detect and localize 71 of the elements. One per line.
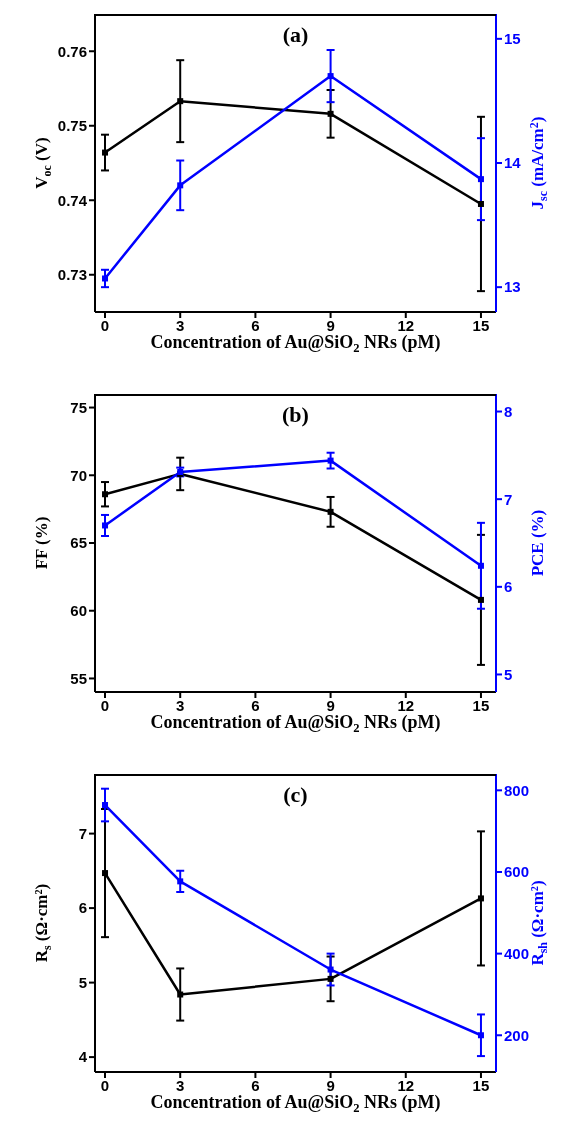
x-tick-label: 9 [326,696,335,714]
y-tick-label: 60 [70,602,87,620]
y2-tick-label: 7 [504,490,513,508]
point [327,73,334,80]
x-tick-label: 15 [472,696,490,714]
chart-title: (b) [281,402,310,428]
x-axis-title: Concentration of Au@SiO$_{2}$ NRs (pM) [150,1092,441,1115]
point [477,1032,484,1039]
x-tick-label: 3 [176,316,185,334]
x-tick-label: 6 [251,1076,260,1094]
y-tick-label: 6 [78,899,87,917]
point [102,522,109,529]
x-tick-label: 0 [100,696,110,714]
point [477,176,484,183]
point [102,149,109,156]
y2-tick-label: 6 [504,578,513,596]
y-tick-label: 5 [78,973,87,991]
y2-tick-label: 14 [504,154,522,172]
point [177,991,184,998]
x-tick-label: 12 [397,696,415,714]
x-tick-label: 3 [176,1076,185,1094]
point [177,98,184,105]
x-tick-label: 6 [251,316,260,334]
x-tick-label: 12 [397,1076,415,1094]
y2-axis-title: PCE (%) [528,509,547,577]
y-tick-label: 75 [70,398,87,416]
y-tick-label: 0.76 [57,42,87,60]
point [477,200,484,207]
y2-tick-label: 600 [504,863,530,881]
y-axis-title: FF (%) [32,516,51,570]
x-tick-label: 9 [326,1076,335,1094]
point [327,966,334,973]
x-tick-label: 12 [397,316,415,334]
point [102,870,109,877]
chart-title: (a) [281,22,310,48]
point [477,562,484,569]
y2-tick-label: 15 [504,30,521,48]
x-tick-label: 0 [100,1076,110,1094]
y-tick-label: 70 [70,466,87,484]
point [177,878,184,885]
point [102,491,109,498]
point [177,182,184,189]
y-tick-label: 4 [78,1048,88,1066]
point [327,975,334,982]
point [477,895,484,902]
y2-tick-label: 8 [504,402,513,420]
y2-tick-label: 200 [504,1026,530,1044]
y-tick-label: 0.73 [57,266,87,284]
y2-tick-label: 400 [504,944,530,962]
x-tick-label: 6 [251,696,260,714]
y-tick-label: 7 [78,824,87,842]
y2-tick-label: 13 [504,278,521,296]
x-tick-label: 15 [472,1076,490,1094]
y2-tick-label: 5 [504,665,513,683]
chart-title: (c) [282,782,309,808]
x-tick-label: 15 [472,316,490,334]
y-tick-label: 55 [70,669,87,687]
x-tick-label: 3 [176,696,185,714]
point [327,457,334,464]
point [102,275,109,282]
x-tick-label: 9 [326,316,335,334]
point [327,508,334,515]
y2-tick-label: 800 [504,781,530,799]
y-tick-label: 65 [70,534,87,552]
point [477,596,484,603]
x-axis-title: Concentration of Au@SiO$_{2}$ NRs (pM) [150,712,441,735]
y-tick-label: 0.74 [57,191,88,209]
y-tick-label: 0.75 [57,117,87,135]
x-axis-title: Concentration of Au@SiO$_{2}$ NRs (pM) [150,332,441,355]
point [327,110,334,117]
x-tick-label: 0 [100,316,110,334]
